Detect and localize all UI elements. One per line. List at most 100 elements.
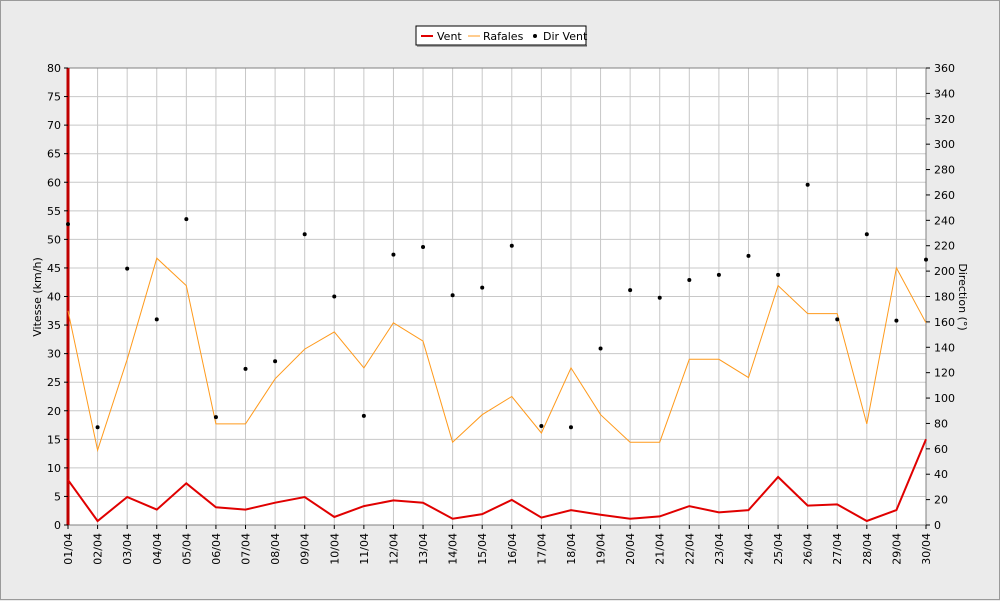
y-right-tick-label: 220 [934, 240, 955, 253]
series-point-dir-vent [480, 285, 485, 290]
x-tick-label: 05/04 [180, 533, 193, 565]
x-tick-label: 22/04 [683, 533, 696, 565]
y-left-tick-label: 40 [47, 291, 61, 304]
x-tick-label: 10/04 [328, 533, 341, 565]
series-point-dir-vent [66, 222, 70, 227]
series-point-dir-vent [628, 288, 633, 293]
x-tick-label: 13/04 [417, 533, 430, 565]
series-point-dir-vent [776, 272, 781, 277]
series-point-dir-vent [154, 317, 159, 322]
legend-label-dir-vent: Dir Vent [543, 30, 588, 43]
x-tick-label: 16/04 [506, 533, 519, 565]
x-tick-label: 24/04 [742, 533, 755, 565]
y-left-tick-label: 35 [47, 319, 61, 332]
y-right-tick-label: 20 [934, 494, 948, 507]
series-point-dir-vent [657, 295, 662, 300]
y-right-tick-label: 140 [934, 341, 955, 354]
legend-swatch-dir-vent [533, 34, 537, 38]
y-right-tick-label: 360 [934, 62, 955, 75]
x-tick-label: 19/04 [595, 533, 608, 565]
x-tick-label: 20/04 [624, 533, 637, 565]
series-point-dir-vent [924, 257, 928, 262]
series-point-dir-vent [568, 425, 573, 430]
y-right-tick-label: 60 [934, 443, 948, 456]
x-tick-label: 08/04 [269, 533, 282, 565]
x-tick-label: 14/04 [447, 533, 460, 565]
x-tick-label: 18/04 [565, 533, 578, 565]
series-point-dir-vent [332, 294, 337, 299]
series-point-dir-vent [243, 366, 248, 371]
y-left-tick-label: 60 [47, 176, 61, 189]
series-point-dir-vent [95, 425, 100, 430]
series-point-dir-vent [273, 359, 278, 364]
x-tick-label: 15/04 [476, 533, 489, 565]
legend-shadow [417, 45, 587, 47]
x-tick-label: 28/04 [861, 533, 874, 565]
series-point-dir-vent [864, 232, 869, 237]
series-point-dir-vent [716, 272, 721, 277]
series-point-dir-vent [421, 244, 426, 249]
x-tick-label: 03/04 [121, 533, 134, 565]
x-tick-label: 25/04 [772, 533, 785, 565]
y-right-tick-label: 260 [934, 189, 955, 202]
x-tick-label: 23/04 [713, 533, 726, 565]
y-right-tick-label: 280 [934, 164, 955, 177]
y-right-tick-label: 180 [934, 291, 955, 304]
x-tick-label: 21/04 [654, 533, 667, 565]
y-left-tick-label: 15 [47, 433, 61, 446]
x-tick-label: 07/04 [240, 533, 253, 565]
series-point-dir-vent [213, 415, 218, 420]
y-left-tick-label: 65 [47, 148, 61, 161]
series-point-dir-vent [539, 423, 544, 428]
legend-label-vent: Vent [437, 30, 462, 43]
y-left-tick-label: 25 [47, 376, 61, 389]
legend: Vent Rafales Dir Vent [415, 25, 588, 47]
y-left-tick-label: 70 [47, 119, 61, 132]
y-right-tick-label: 80 [934, 417, 948, 430]
series-point-dir-vent [302, 232, 307, 237]
series-point-dir-vent [125, 266, 130, 271]
x-tick-label: 17/04 [535, 533, 548, 565]
y-right-tick-label: 160 [934, 316, 955, 329]
series-point-dir-vent [835, 317, 840, 322]
series-point-dir-vent [746, 253, 751, 258]
y-left-tick-label: 50 [47, 233, 61, 246]
y-right-axis-title: Direction (°) [956, 263, 969, 330]
x-tick-label: 01/04 [62, 533, 75, 565]
series-point-dir-vent [805, 182, 810, 187]
x-tick-label: 11/04 [358, 533, 371, 565]
x-tick-label: 29/04 [890, 533, 903, 565]
x-tick-label: 04/04 [151, 533, 164, 565]
series-point-dir-vent [894, 318, 899, 323]
x-tick-label: 12/04 [387, 533, 400, 565]
y-right-tick-label: 300 [934, 138, 955, 151]
y-left-tick-label: 75 [47, 91, 61, 104]
y-left-tick-label: 30 [47, 348, 61, 361]
y-right-tick-label: 320 [934, 113, 955, 126]
series-point-dir-vent [184, 217, 189, 222]
series-point-dir-vent [391, 252, 396, 257]
y-left-tick-label: 55 [47, 205, 61, 218]
y-right-tick-label: 0 [934, 519, 941, 532]
x-tick-label: 30/04 [920, 533, 933, 565]
y-left-axis-title: Vitesse (km/h) [31, 257, 44, 337]
y-left-tick-label: 10 [47, 462, 61, 475]
x-tick-label: 27/04 [831, 533, 844, 565]
series-line-vent [67, 438, 927, 523]
x-tick-label: 06/04 [210, 533, 223, 565]
y-right-tick-label: 200 [934, 265, 955, 278]
y-right-tick-label: 100 [934, 392, 955, 405]
y-left-tick-label: 45 [47, 262, 61, 275]
series-point-dir-vent [509, 243, 514, 248]
series-point-dir-vent [687, 277, 692, 282]
y-left-tick-label: 5 [54, 490, 61, 503]
x-tick-label: 26/04 [802, 533, 815, 565]
y-right-tick-label: 340 [934, 87, 955, 100]
x-tick-label: 02/04 [92, 533, 105, 565]
plot-area: 0 5 10 15 20 25 30 35 40 45 50 55 60 65 70 75 80 0 20 40 60 8… [47, 62, 955, 565]
y-left-tick-label: 20 [47, 405, 61, 418]
y-left-tick-label: 0 [54, 519, 61, 532]
series-point-dir-vent [450, 293, 455, 298]
